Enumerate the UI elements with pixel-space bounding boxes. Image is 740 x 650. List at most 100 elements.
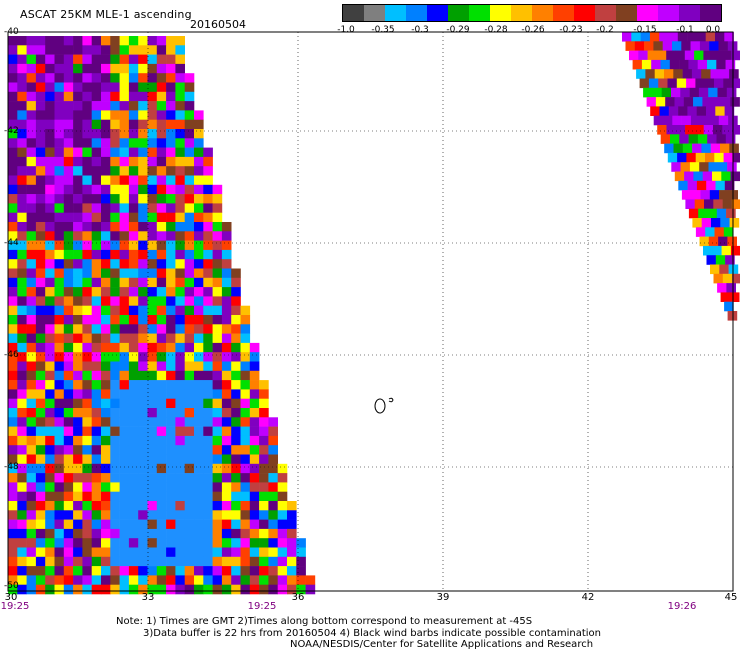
swath-cell	[166, 398, 176, 409]
swath-cell	[175, 138, 185, 148]
swath-cell	[63, 408, 74, 418]
swath-cell	[212, 435, 223, 446]
swath-cell	[240, 370, 251, 381]
swath-cell	[268, 435, 278, 446]
swath-cell	[110, 268, 120, 279]
swath-cell	[35, 408, 46, 418]
swath-cell	[194, 528, 204, 539]
swath-cell	[101, 510, 111, 520]
swath-cell	[82, 501, 92, 511]
swath-cell	[128, 231, 139, 241]
swath-cell	[184, 501, 195, 511]
swath-cell	[147, 445, 158, 455]
swath-cell	[147, 463, 158, 474]
swath-cell	[138, 305, 148, 316]
swath-cell	[54, 129, 65, 139]
swath-cell	[268, 445, 278, 455]
swath-cell	[91, 380, 102, 390]
swath-cell	[231, 408, 241, 418]
swath-cell	[655, 97, 666, 107]
product-title: ASCAT 25KM MLE-1 ascending	[20, 8, 192, 21]
swath-cell	[54, 491, 65, 502]
swath-cell	[110, 73, 120, 83]
swath-cell	[221, 296, 232, 306]
swath-cell	[138, 435, 148, 446]
swath-cell	[719, 69, 730, 79]
swath-cell	[26, 194, 37, 204]
swath-cell	[194, 194, 204, 204]
swath-cell	[184, 166, 195, 176]
swath-cell	[240, 408, 251, 418]
swath-cell	[73, 547, 83, 558]
swath-cell	[26, 519, 37, 530]
swath-cell	[17, 203, 27, 213]
swath-cell	[231, 510, 241, 520]
swath-cell	[91, 203, 102, 213]
swath-cell	[212, 547, 223, 558]
swath-cell	[156, 482, 167, 492]
swath-cell	[119, 63, 130, 74]
swath-cell	[175, 45, 185, 55]
swath-cell	[203, 389, 213, 399]
swath-cell	[194, 110, 204, 120]
swath-cell	[669, 59, 680, 70]
swath-cell	[119, 333, 130, 344]
swath-cell	[17, 147, 27, 158]
swath-cell	[212, 240, 223, 251]
swath-cell	[719, 190, 729, 200]
swath-cell	[147, 231, 158, 241]
swath-cell	[156, 361, 167, 372]
swath-cell	[203, 575, 213, 585]
swath-cell	[138, 389, 148, 399]
swath-cell	[17, 231, 27, 241]
swath-cell	[175, 194, 185, 204]
swath-cell	[679, 134, 689, 144]
swath-cell	[119, 426, 130, 437]
swath-cell	[175, 110, 185, 120]
swath-cell	[17, 82, 27, 93]
swath-cell	[63, 584, 74, 595]
swath-cell	[54, 463, 65, 474]
swath-cell	[91, 296, 102, 306]
swath-cell	[221, 231, 232, 241]
swath-cell	[63, 54, 74, 65]
swath-cell	[675, 50, 686, 61]
swath-cell	[110, 287, 120, 297]
swath-cell	[119, 324, 130, 334]
colorbar-label: -0.3	[411, 25, 429, 35]
swath-cell	[221, 305, 232, 316]
swath-cell	[259, 435, 269, 446]
swath-cell	[175, 315, 185, 325]
swath-cell	[231, 315, 241, 325]
swath-cell	[91, 184, 102, 195]
swath-cell	[8, 138, 18, 148]
swath-cell	[194, 277, 204, 288]
swath-cell	[26, 398, 37, 409]
swath-cell	[82, 249, 92, 260]
swath-cell	[91, 445, 102, 455]
swath-cell	[708, 162, 719, 172]
swath-cell	[73, 240, 83, 251]
swath-cell	[212, 398, 223, 409]
swath-cell	[231, 454, 241, 465]
swath-cell	[8, 54, 18, 65]
swath-cell	[701, 218, 712, 228]
swath-cell	[240, 575, 251, 585]
swath-cell	[147, 333, 158, 344]
swath-cell	[54, 389, 65, 399]
swath-cell	[690, 41, 701, 51]
swath-cell	[184, 584, 195, 595]
swath-cell	[73, 129, 83, 139]
swath-cell	[110, 240, 120, 251]
swath-cell	[110, 296, 120, 306]
swath-cell	[156, 501, 167, 511]
swath-cell	[82, 454, 92, 465]
swath-cell	[147, 584, 158, 595]
swath-cell	[26, 463, 37, 474]
swath-cell	[184, 352, 195, 362]
swath-cell	[722, 50, 732, 61]
swath-cell	[45, 333, 55, 344]
swath-cell	[259, 528, 269, 539]
swath-cell	[231, 584, 241, 595]
swath-cell	[101, 426, 111, 437]
